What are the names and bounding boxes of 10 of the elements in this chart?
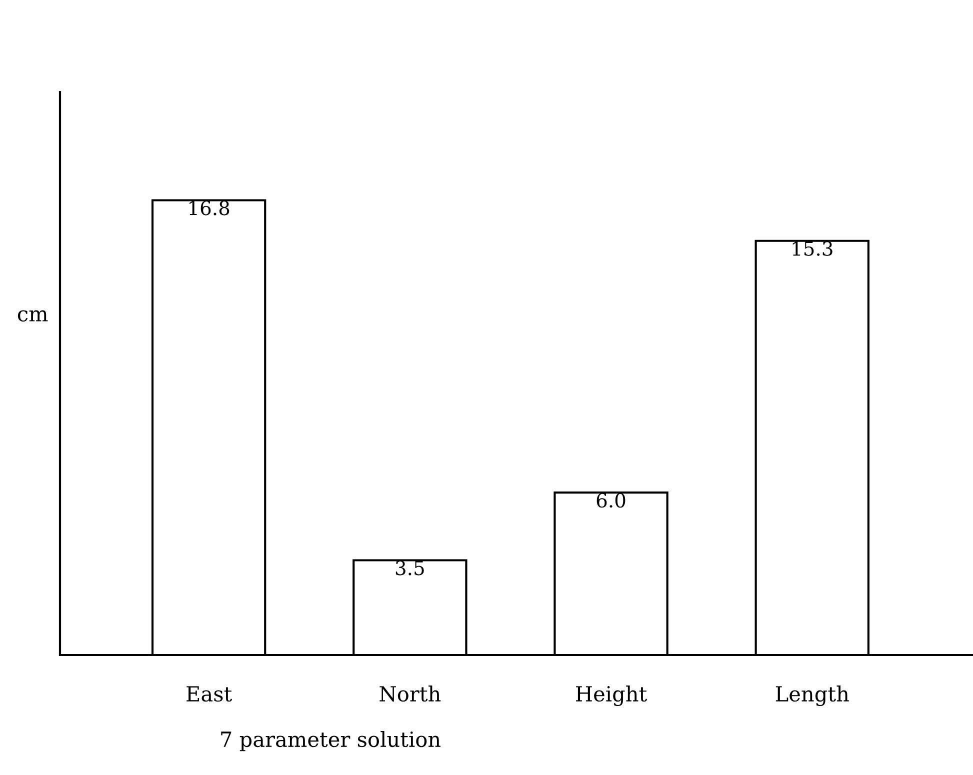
x-tick-label: North [380,686,441,702]
data-label: 15.3 [792,241,832,256]
data-label: 16.8 [190,200,230,216]
y-axis-title: cm [18,310,48,322]
x-tick-label: East [186,686,232,702]
x-axis-title: 7 parameter solution [221,731,441,752]
x-tick-label: Length [776,686,849,706]
data-label: 3.5 [396,560,424,576]
x-tick-label: Height [576,686,647,706]
data-label: 6.0 [596,492,626,508]
